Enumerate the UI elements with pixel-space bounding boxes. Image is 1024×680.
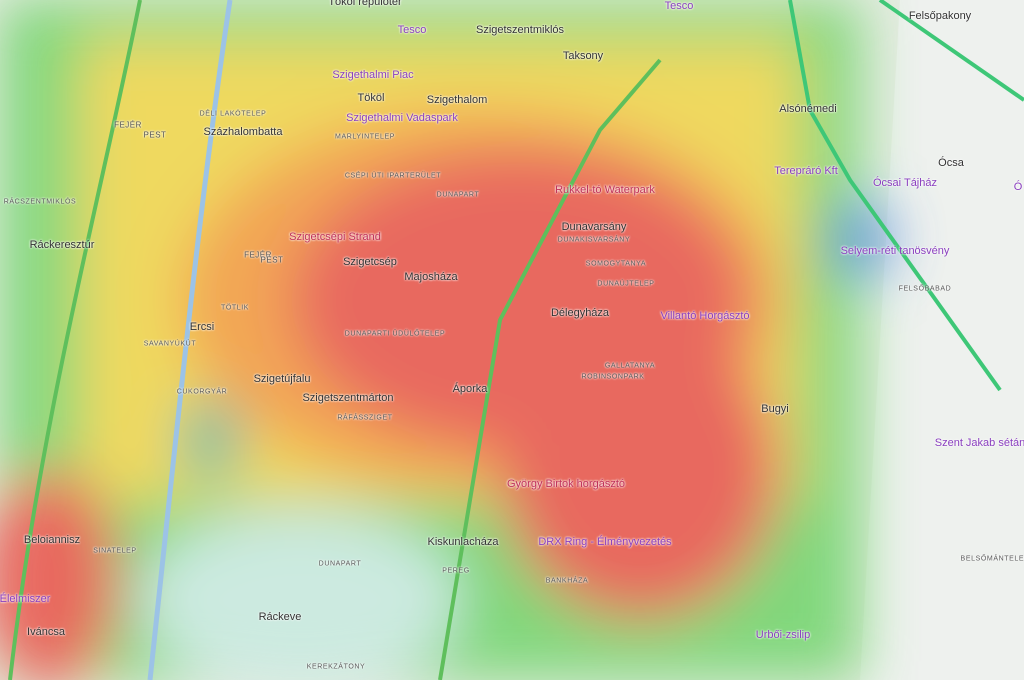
- place-label: Bugyi: [761, 403, 789, 415]
- place-label: Szigethalmi Piac: [332, 69, 414, 81]
- place-label: RÁFÁSSZIGET: [337, 414, 393, 422]
- place-label: BELSŐMÁNTELEK: [960, 555, 1024, 563]
- place-label: KEREKZÁTONY: [306, 663, 366, 671]
- place-label: FEJÉR: [244, 250, 272, 260]
- place-label: Ráckeresztúr: [29, 239, 95, 251]
- place-label: Kiskunlacháza: [427, 536, 499, 548]
- place-label: Szigethalmi Vadaspark: [346, 112, 458, 124]
- place-label: Ercsi: [189, 321, 215, 333]
- place-label: MARLYINTELEP: [335, 133, 395, 141]
- place-label: Ráckeve: [258, 611, 302, 623]
- place-label: DUNAPART: [436, 191, 480, 199]
- place-label: DUNAKISVARSÁNY: [557, 236, 631, 244]
- place-label: PEST: [260, 255, 284, 265]
- place-label: Felsőpakony: [908, 10, 972, 22]
- place-label: Tesco: [397, 24, 427, 36]
- place-label: Délegyháza: [550, 307, 610, 319]
- place-label: FELSŐBABAD: [898, 285, 952, 293]
- place-label: CSÉPI ÚTI IPARTERÜLET: [344, 172, 442, 180]
- place-label: SAVANYÚKÚT: [143, 340, 197, 348]
- place-label: Tököl repülőtér: [328, 0, 402, 8]
- place-label: Szigetcsépi Strand: [289, 231, 381, 243]
- place-label: Urbői-zsilip: [755, 629, 811, 641]
- place-label: Százhalombatta: [203, 126, 283, 138]
- place-label: SOMOGYTANYA: [585, 260, 647, 268]
- place-label: DUNAPART: [318, 560, 362, 568]
- place-label: PEREG: [442, 567, 470, 575]
- place-label: Élelmiszer: [0, 593, 51, 605]
- place-label: Selyem-réti tanösvény: [840, 245, 950, 257]
- place-label: Tököl: [357, 92, 385, 104]
- place-label: ROBINSONPARK: [581, 373, 645, 381]
- place-label: Dunavarsány: [561, 221, 627, 233]
- place-label: Majosháza: [404, 271, 458, 283]
- place-label: FEJÉR: [114, 120, 142, 130]
- place-label: DRX Ring - Élményvezetés: [538, 536, 672, 548]
- place-label: Villantó Horgásztó: [660, 310, 750, 322]
- place-label: TÖTLIK: [220, 304, 250, 312]
- place-label: DUNAÚJTELEP: [597, 280, 655, 288]
- heatmap: [0, 0, 890, 680]
- place-label: SINATELEP: [93, 547, 137, 555]
- place-label: Alsónémedi: [779, 103, 837, 115]
- place-label: DUNAPARTI ÜDÜLŐTELEP: [344, 330, 446, 338]
- place-label: Ó: [1013, 181, 1023, 193]
- place-label: Ócsa: [938, 157, 964, 169]
- place-label: BANKHÁZA: [545, 577, 589, 585]
- place-label: Szigethalom: [426, 94, 488, 106]
- place-label: Tesco: [664, 0, 694, 12]
- place-label: CUKORGYÁR: [176, 388, 228, 396]
- place-label: Terepráró Kft: [774, 165, 838, 177]
- place-label: Szigetcsép: [343, 256, 397, 268]
- place-label: Beloiannisz: [23, 534, 81, 546]
- place-label: György Birtok horgásztó: [507, 478, 625, 490]
- place-label: Szigetszentmárton: [302, 392, 394, 404]
- place-label: Szigetújfalu: [253, 373, 311, 385]
- place-label: Áporka: [452, 383, 488, 395]
- place-label: Szent Jakab sétán: [934, 437, 1024, 449]
- place-label: Ócsai Tájház: [873, 177, 937, 189]
- place-label: DÉLI LAKÓTELEP: [199, 110, 267, 118]
- place-label: Rukkel-tó Waterpark: [555, 184, 655, 196]
- place-label: Iváncsa: [27, 626, 65, 638]
- place-label: Szigetszentmiklós: [475, 24, 565, 36]
- place-label: GALLATANYA: [604, 362, 656, 370]
- place-label: RÁCSZENTMIKLÓS: [3, 198, 77, 206]
- place-label: PEST: [143, 130, 167, 140]
- place-label: Taksony: [562, 50, 604, 62]
